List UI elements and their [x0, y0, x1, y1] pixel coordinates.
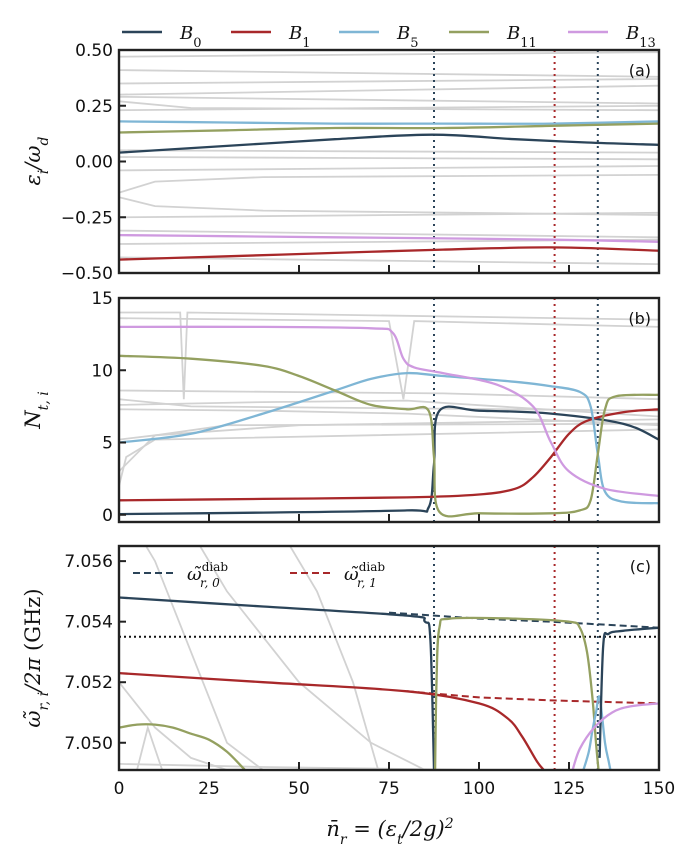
background-curve — [119, 100, 659, 112]
series-B13 — [119, 233, 659, 243]
ytick-label: −0.50 — [61, 264, 113, 284]
x-axis-label-main: n̄ — [326, 817, 340, 841]
ytick-label: 7.050 — [64, 734, 113, 754]
xtick-label: 0 — [114, 779, 125, 799]
background-curve — [119, 398, 659, 412]
panel-b: 15 10 5 0 (b) Nt, i — [21, 289, 661, 526]
background-curve — [119, 174, 659, 194]
panel-tag-b: (b) — [628, 309, 651, 328]
y-axis-label-a: εi/ωd — [21, 137, 52, 186]
series-B5 — [582, 695, 612, 770]
legend-c-label-B0: ω̃diab r, 0 — [187, 560, 228, 590]
plot-area-b — [119, 298, 659, 522]
y-axis-label-b: Nt, i — [21, 391, 52, 429]
background-curve — [119, 399, 659, 418]
y-axis-label-c: ω̃r, i/2π (GHz) — [21, 588, 52, 727]
background-curve — [119, 149, 659, 154]
background-curve — [119, 51, 659, 58]
legend-label-B5: B5 — [396, 23, 419, 51]
background-curve — [119, 69, 659, 78]
background-curve — [198, 546, 426, 770]
series-B0 — [119, 133, 659, 154]
ytick-label: 7.056 — [64, 552, 113, 572]
ytick-label: 7.054 — [64, 613, 113, 633]
ytick-label: 0 — [102, 506, 113, 526]
background-curve — [144, 546, 264, 770]
ytick-label: 7.052 — [64, 673, 113, 693]
ytick-label: 15 — [91, 289, 113, 309]
series-B0 — [119, 596, 436, 770]
series-B11 — [433, 616, 600, 770]
series-B1 — [119, 246, 659, 261]
background-curve — [119, 681, 228, 770]
panel-tag-a: (a) — [629, 61, 651, 80]
series-B0_right — [598, 626, 659, 758]
background-curve — [119, 422, 659, 473]
legend-label-B13: B13 — [625, 23, 656, 51]
background-curve — [119, 256, 659, 265]
series-B13 — [119, 325, 659, 498]
background-curve — [119, 428, 659, 487]
ytick-label: −0.25 — [61, 208, 113, 228]
series-B5 — [119, 120, 659, 125]
legend-top: B0 B1 B5 B11 B13 — [122, 23, 656, 51]
plot-area-a — [119, 50, 659, 273]
legend-label-B0: B0 — [179, 23, 202, 51]
background-curve — [119, 84, 659, 96]
background-curve — [119, 317, 659, 400]
series-B1 — [119, 671, 545, 770]
legend-label-B1: B1 — [288, 23, 311, 51]
background-curve — [119, 229, 659, 239]
series-B1 — [119, 408, 659, 502]
xtick-label: 150 — [643, 779, 675, 799]
ytick-label: 0.50 — [75, 41, 113, 61]
xtick-label: 100 — [463, 779, 495, 799]
xtick-label: 125 — [553, 779, 585, 799]
background-curve — [288, 546, 380, 770]
background-curve — [119, 408, 659, 427]
ytick-label: 0.25 — [75, 97, 113, 117]
series-B11 — [119, 354, 659, 518]
x-axis-label: n̄r = (εt/2g)2 — [326, 816, 453, 848]
background-curve — [119, 418, 659, 441]
series-B1_diab — [406, 690, 659, 705]
legend-label-B11: B11 — [506, 23, 537, 51]
series-B11 — [119, 122, 659, 134]
background-curve — [119, 311, 659, 400]
panel-c: 7.056 7.054 7.052 7.050 0 25 50 75 100 125 150 (c) ω… — [21, 544, 675, 799]
xtick-label: 25 — [198, 779, 220, 799]
background-curve — [119, 78, 659, 85]
background-curve — [119, 165, 659, 172]
ytick-label: 10 — [91, 361, 113, 381]
background-curve — [119, 104, 659, 112]
panel-tag-c: (c) — [630, 557, 651, 576]
plot-area-c — [119, 546, 659, 770]
xtick-label: 75 — [378, 779, 400, 799]
background-curve — [119, 156, 659, 161]
background-curve — [136, 724, 164, 770]
xtick-label: 50 — [288, 779, 310, 799]
legend-panel-c: ω̃diab r, 0 ω̃diab r, 1 — [133, 560, 385, 590]
ytick-label: 0.00 — [75, 153, 113, 173]
series-B5 — [119, 371, 659, 505]
background-curve — [119, 95, 659, 105]
legend-c-label-B1: ω̃diab r, 1 — [344, 560, 385, 590]
background-curve — [119, 196, 659, 216]
panel-a: 0.50 0.25 0.00 −0.25 −0.50 (a) εi/ωd — [21, 41, 661, 284]
ytick-label: 5 — [102, 434, 113, 454]
series-B11_left — [119, 723, 246, 770]
series-B13 — [571, 702, 659, 770]
x-axis-label-rest: = (ε — [353, 817, 397, 841]
series-B0_diab — [388, 611, 659, 629]
